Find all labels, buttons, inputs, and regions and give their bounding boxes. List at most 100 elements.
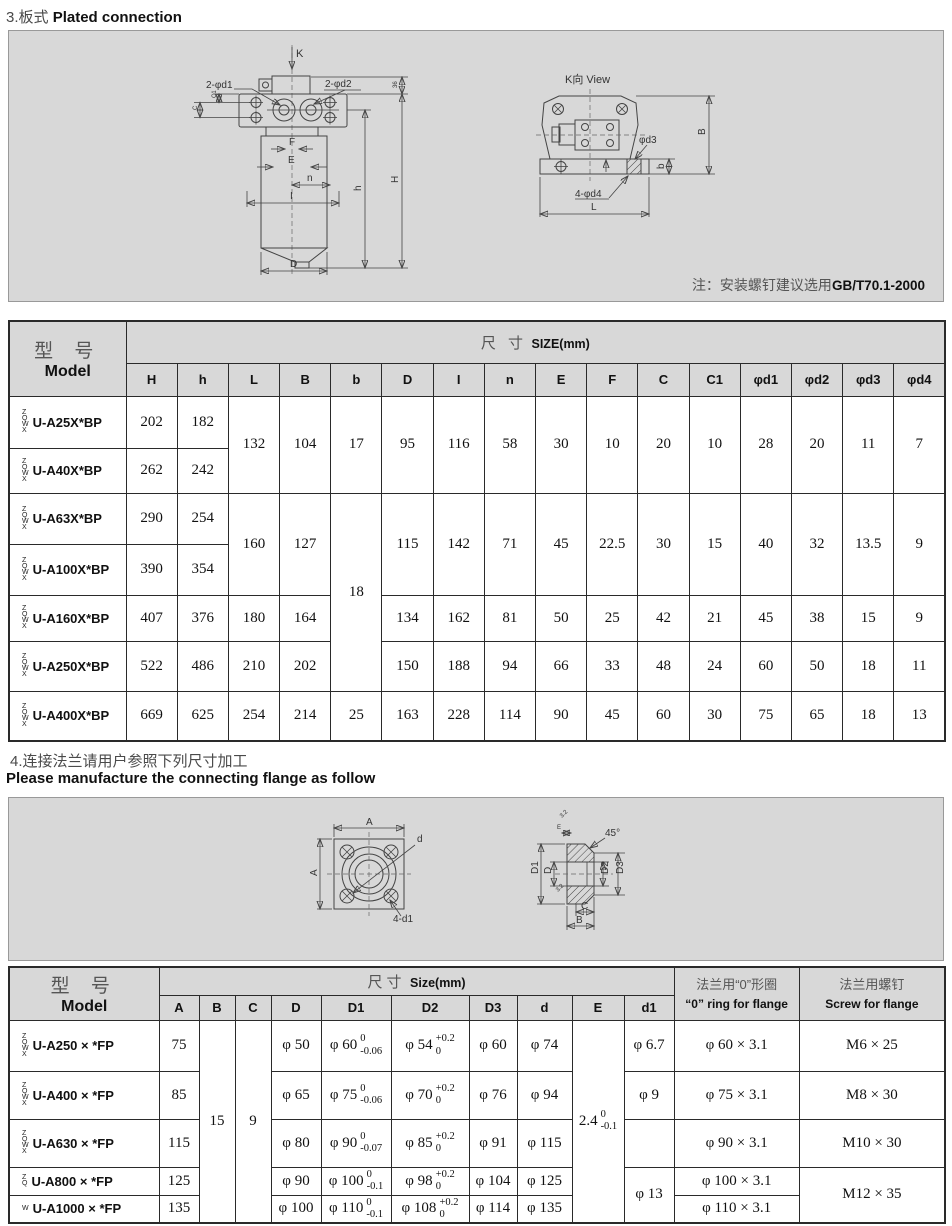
col-header-D: D — [381, 362, 434, 397]
col-header-B: B — [198, 994, 236, 1021]
dim-cell: φ 85 +0.2 0 — [390, 1118, 470, 1168]
col-header-D: D — [270, 994, 322, 1021]
model-cell: Z Q W X U-A25X*BP — [8, 395, 127, 449]
model-cell: Z Q W X U-A400 × *FP — [8, 1070, 160, 1120]
dim-cell: 228 — [432, 690, 485, 742]
dim-2-d1: 2-φd1 — [206, 80, 233, 91]
dim-b-flange: B — [576, 915, 583, 926]
dim-cell: 15 — [688, 492, 741, 596]
o-ring-cell: φ 60 × 3.1 — [673, 1019, 800, 1072]
screw-column-header: 法兰用螺钉 Screw for flange — [798, 966, 946, 1021]
dim-cell: 45 — [586, 690, 639, 742]
drawing-panel-plated-connection: K 2-φd1 2-φd2 — [8, 30, 944, 302]
model-column-header: 型 号 Model — [8, 966, 160, 1021]
col-header-d4: φd4 — [893, 362, 946, 397]
dim-cell: φ 135 — [516, 1194, 573, 1224]
dim-cell: 60 — [739, 640, 792, 692]
model-cell: Z Q U-A800 × *FP — [8, 1166, 160, 1196]
col-header-D3: D3 — [468, 994, 518, 1021]
dim-36: 36 — [393, 81, 399, 88]
dim-cell: 13.5 — [842, 492, 895, 596]
dim-cell: 13 — [893, 690, 946, 742]
roughness-mark: 3.2 — [559, 809, 570, 820]
dim-cell: φ 70 +0.2 0 — [390, 1070, 470, 1120]
dim-cell: 135 — [158, 1194, 200, 1224]
col-header-d3: φd3 — [842, 362, 895, 397]
model-cell: Z Q W X U-A40X*BP — [8, 447, 127, 494]
model-cell: Z Q W X U-A160X*BP — [8, 594, 127, 642]
dim-cell: 66 — [534, 640, 588, 692]
plated-connection-drawing: K 2-φd1 2-φd2 — [193, 45, 715, 277]
dim-cell: 17 — [330, 395, 383, 494]
dim-cell: φ 108 +0.2 0 — [390, 1194, 470, 1224]
dim-cell: 45 — [534, 492, 588, 596]
flange-size-table: 型 号 Model 尺寸 Size(mm) 法兰用“0”形圈 “0” ring … — [8, 966, 947, 1224]
dim-cell: 9 — [893, 492, 946, 596]
dim-cell: 11 — [893, 640, 946, 692]
dim-d3: φd3 — [639, 135, 657, 146]
dim-cell: 188 — [432, 640, 485, 692]
screw-cell: M10 × 30 — [798, 1118, 946, 1168]
col-header-L: L — [227, 362, 281, 397]
o-ring-cell: φ 100 × 3.1 — [673, 1166, 800, 1196]
drawing-panel-flange: A A d 4-d1 E 3.2 45° D1 — [8, 797, 944, 961]
dim-e-flange: E — [557, 825, 561, 831]
model-cell: Z Q W X U-A250X*BP — [8, 640, 127, 692]
dim-cell: φ 98 +0.2 0 — [390, 1166, 470, 1196]
note-standard-code: GB/T70.1-2000 — [831, 278, 925, 293]
table-row: Z Q W X U-A25X*BP 202 182 132 104 17 95 1… — [8, 395, 946, 494]
model-column-header: 型 号 Model — [8, 320, 127, 397]
dim-cell: 180 — [227, 594, 281, 642]
dim-cell: φ 65 — [270, 1070, 322, 1120]
dim-f: F — [289, 137, 295, 148]
dim-cell: 127 — [279, 492, 332, 596]
dim-cell: 486 — [176, 640, 229, 692]
dim-cell: 390 — [125, 543, 178, 596]
table-row: Z Q W X U-A630 × *FP 115 φ 80 φ 90 0 -0.07 … — [8, 1118, 946, 1168]
dim-cell: 11 — [842, 395, 895, 494]
dim-cell: 254 — [227, 690, 281, 742]
dim-cell: 202 — [125, 395, 178, 449]
dim-cell: 115 — [158, 1118, 200, 1168]
dim-cell: φ 90 — [270, 1166, 322, 1196]
dim-cell: 40 — [739, 492, 792, 596]
model-cell: Z Q W X U-A400X*BP — [8, 690, 127, 742]
dim-cell: 163 — [381, 690, 434, 742]
dim-h-big: H — [390, 176, 401, 183]
table-row: Z Q W X U-A63X*BP 290 254 160 127 18 115 … — [8, 492, 946, 692]
dim-cell: 25 — [330, 690, 383, 742]
table-row: Z Q W X U-A250X*BP 522 486 210 202 150 18… — [8, 640, 946, 692]
table-row: Z Q W X U-A40X*BP 262 242 — [8, 447, 945, 494]
dim-cell: 7 — [893, 395, 946, 494]
dim-cell: 75 — [158, 1019, 200, 1072]
dim-cell: 81 — [483, 594, 537, 642]
note-zh: 注：安装螺钉建议选用 — [691, 277, 832, 293]
model-cell: Z Q W X U-A630 × *FP — [8, 1118, 160, 1168]
dim-b-small: b — [656, 163, 667, 169]
dim-cell: 90 — [534, 690, 588, 742]
dim-cell: 9 — [234, 1019, 272, 1224]
dim-b-big: B — [697, 128, 708, 135]
col-header-C: C — [637, 362, 690, 397]
dim-cell: 60 — [637, 690, 690, 742]
dim-cell: 18 — [842, 640, 895, 692]
k-direction-label: K — [296, 48, 304, 60]
dim-cell: 22.5 — [586, 492, 639, 596]
screw-cell: M6 × 25 — [798, 1019, 946, 1072]
dim-cell: φ 76 — [468, 1070, 518, 1120]
port-holes — [267, 98, 339, 122]
col-header-F: F — [586, 362, 639, 397]
dim-cell: φ 80 — [270, 1118, 322, 1168]
dim-cell: 10 — [586, 395, 639, 494]
dim-cell: 242 — [176, 447, 229, 494]
dim-i: I — [290, 191, 293, 202]
dim-cell: 2.4 0 -0.1 — [571, 1019, 625, 1224]
dim-cell: 58 — [483, 395, 537, 494]
dim-cell: 28 — [739, 395, 792, 494]
dim-cell — [623, 1118, 675, 1168]
dim-cell: φ 94 — [516, 1070, 573, 1120]
dim-cell: 132 — [227, 395, 281, 494]
dim-cell: 150 — [381, 640, 434, 692]
dim-cell: φ 90 0 -0.07 — [320, 1118, 392, 1168]
